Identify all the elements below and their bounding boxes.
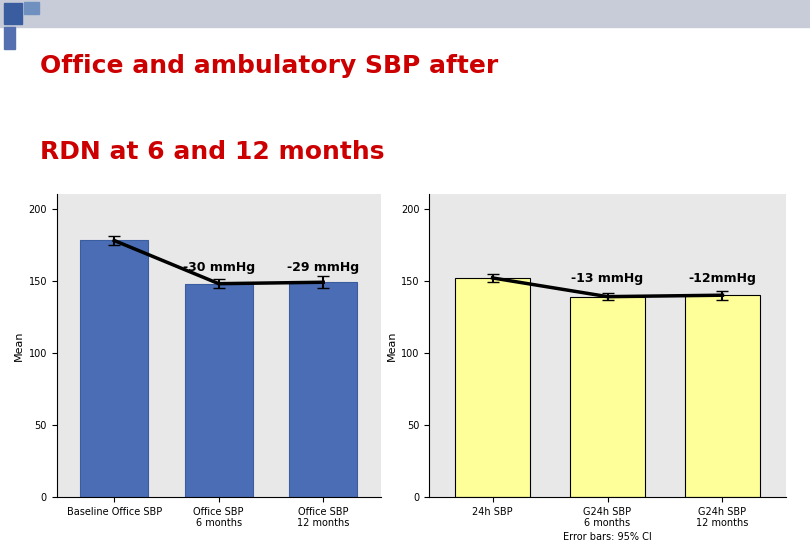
Bar: [185, 284, 253, 497]
Y-axis label: Mean: Mean: [387, 330, 397, 361]
Bar: [455, 278, 530, 497]
Text: RDN at 6 and 12 months: RDN at 6 and 12 months: [40, 140, 385, 164]
Bar: [570, 296, 645, 497]
Text: Office and ambulatory SBP after: Office and ambulatory SBP after: [40, 54, 499, 78]
Text: -30 mmHg: -30 mmHg: [182, 261, 255, 274]
Bar: [685, 295, 760, 497]
Bar: [289, 282, 357, 497]
Bar: [80, 240, 148, 497]
Text: -13 mmHg: -13 mmHg: [571, 272, 644, 285]
Text: -29 mmHg: -29 mmHg: [288, 261, 360, 274]
Y-axis label: Mean: Mean: [15, 330, 24, 361]
Text: -12mmHg: -12mmHg: [688, 272, 757, 285]
X-axis label: Error bars: 95% CI: Error bars: 95% CI: [563, 532, 652, 540]
